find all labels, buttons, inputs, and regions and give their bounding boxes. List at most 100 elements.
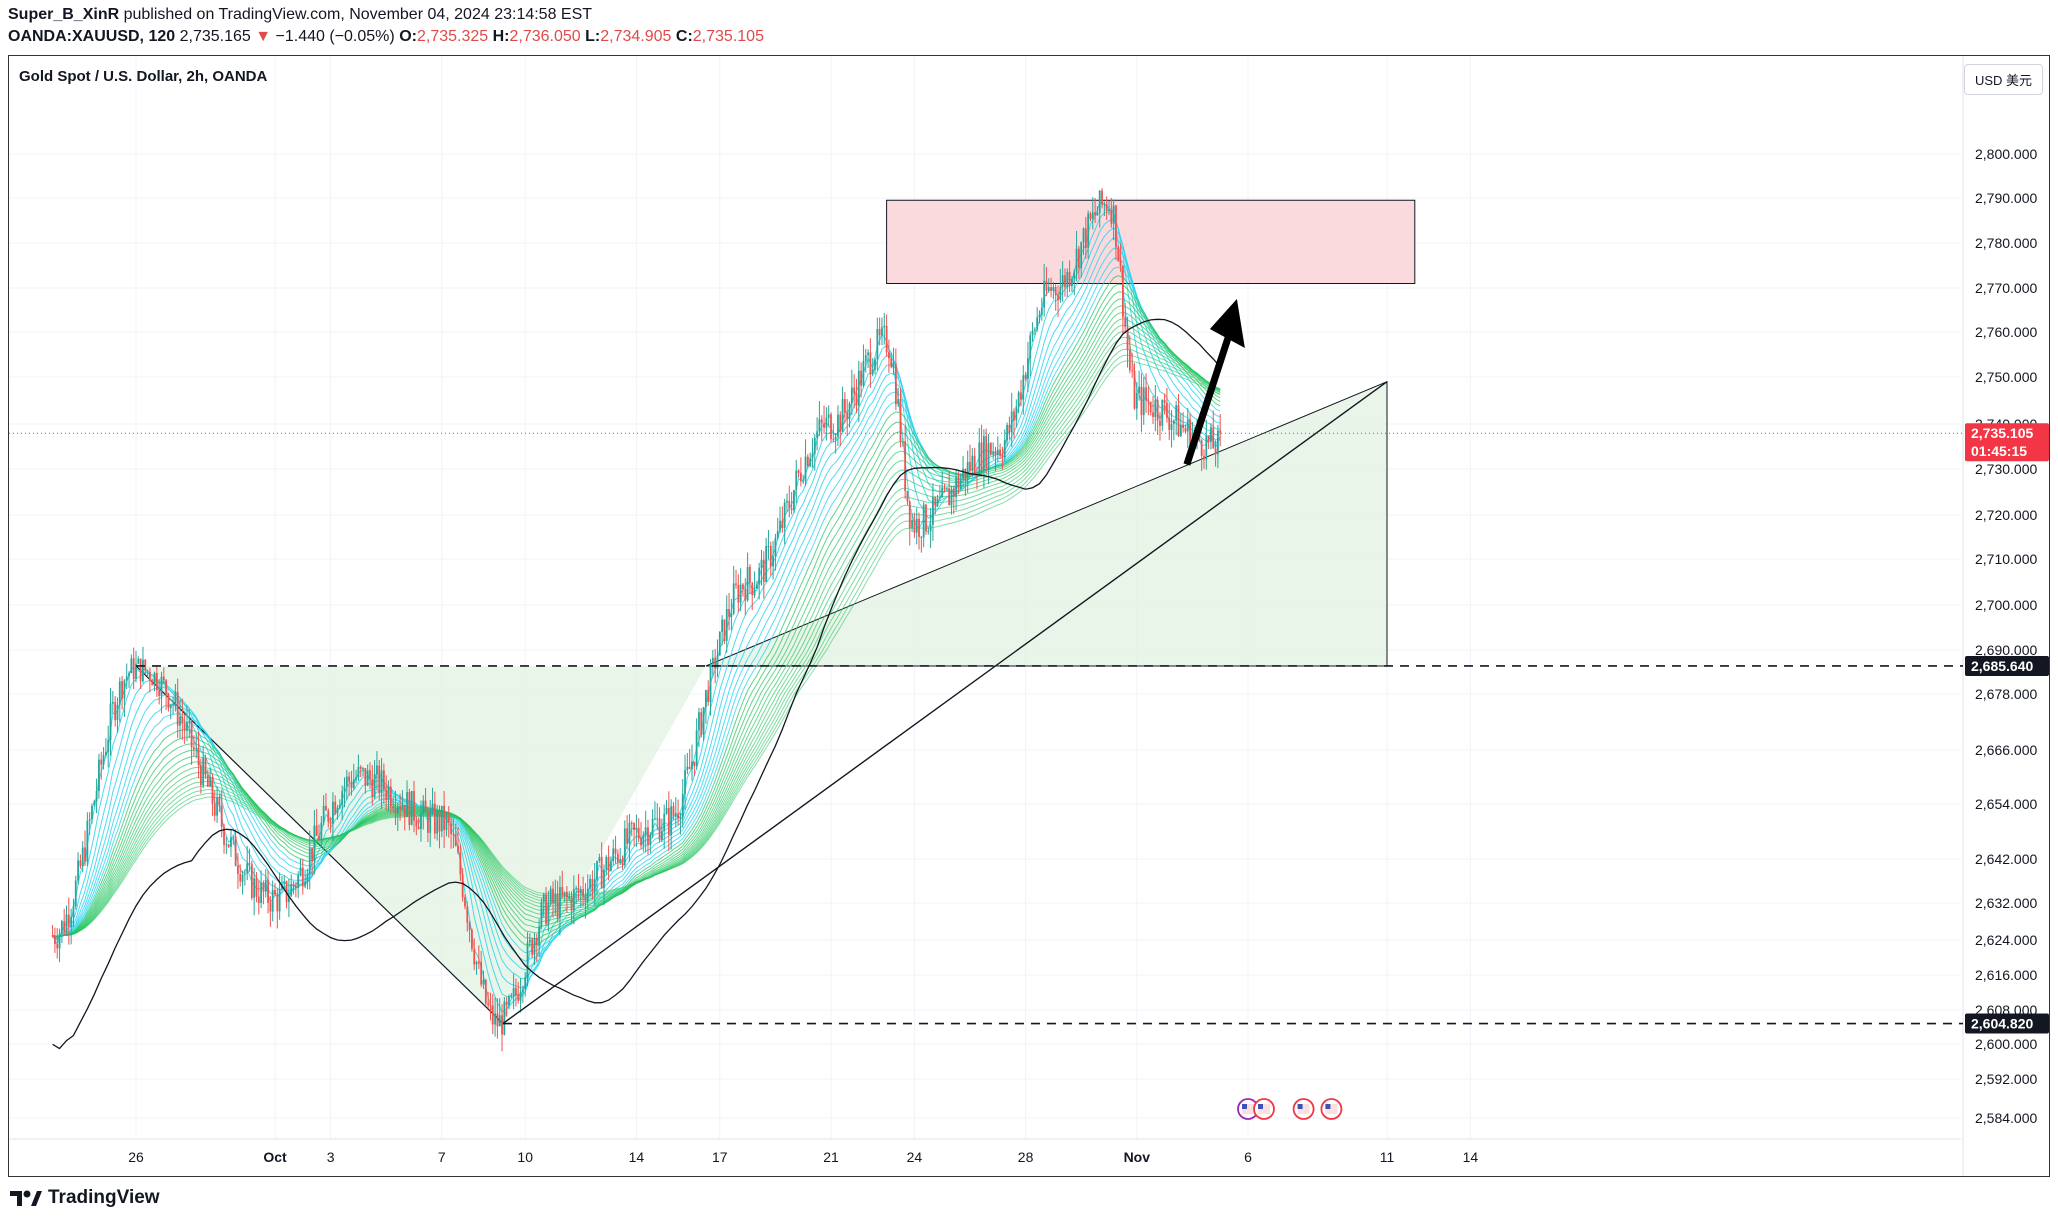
candle-body — [475, 961, 478, 965]
candle-body — [809, 458, 812, 467]
candle-body — [362, 768, 364, 770]
candle-body — [1159, 420, 1161, 426]
candle-body — [454, 834, 457, 846]
candle-body — [700, 712, 703, 735]
candle-body — [1128, 350, 1131, 371]
candle-body — [1103, 204, 1106, 206]
long-moving-average — [52, 318, 1221, 1050]
candle-body — [491, 1005, 494, 1025]
time-tick-label: 3 — [327, 1149, 335, 1165]
candle-body — [350, 781, 353, 788]
candle-body — [345, 776, 348, 787]
candle-body — [116, 704, 119, 721]
candle-body — [793, 490, 795, 510]
candle-body — [936, 498, 939, 506]
candle-body — [420, 813, 422, 830]
candle-body — [385, 789, 388, 801]
candle-body — [904, 441, 907, 491]
candle-body — [56, 944, 59, 949]
change-arrow-icon: ▼ — [255, 28, 272, 45]
currency-button[interactable]: USD 美元 — [1963, 64, 2043, 95]
candle-body — [1117, 247, 1120, 261]
candle-body — [1205, 435, 1208, 460]
candle-body — [1089, 213, 1092, 219]
candle-body — [674, 813, 677, 817]
change-value: −1.440 (−0.05%) — [275, 28, 395, 45]
candle-body — [125, 676, 128, 681]
candle-body — [93, 801, 96, 806]
time-tick-label: Nov — [1124, 1149, 1151, 1165]
candle-body — [746, 567, 749, 601]
candle-body — [440, 805, 443, 832]
candle-body — [109, 703, 112, 740]
candle-body — [415, 820, 418, 827]
candle-body — [730, 613, 733, 617]
open-value: 2,735.325 — [416, 28, 489, 45]
candle-body — [505, 1001, 508, 1006]
candle-body — [278, 888, 281, 912]
candle-body — [369, 770, 371, 780]
price-chart[interactable]: 2,584.0002,592.0002,600.0002,608.0002,61… — [9, 56, 2050, 1177]
candle-body — [765, 546, 768, 582]
candle-body — [790, 508, 793, 510]
candle-body — [1135, 393, 1138, 409]
candle-body — [987, 443, 990, 468]
candle-body — [195, 748, 198, 750]
candle-body — [702, 707, 705, 735]
candle-body — [188, 720, 191, 723]
tradingview-logo[interactable]: TradingView — [10, 1187, 160, 1209]
candle-body — [600, 856, 603, 889]
candle-body — [980, 442, 983, 471]
candle-body — [86, 820, 89, 862]
price-tick-label: 2,780.000 — [1975, 235, 2037, 251]
flag-canton — [1325, 1104, 1331, 1109]
level-price-tag: 2,604.820 — [1965, 1013, 2049, 1034]
candle-body — [1066, 271, 1069, 288]
candle-body — [429, 810, 432, 833]
candle-body — [996, 449, 999, 455]
candle-body — [739, 584, 742, 603]
candle-body — [473, 948, 476, 965]
candle-body — [1168, 417, 1171, 430]
price-tick-label: 2,666.000 — [1975, 742, 2037, 758]
candle-body — [306, 874, 309, 882]
candle-body — [783, 502, 786, 529]
author-name[interactable]: Super_B_XinR — [8, 6, 120, 23]
candle-body — [60, 921, 63, 934]
candle-body — [230, 837, 232, 847]
candle-body — [711, 657, 714, 665]
candle-body — [1154, 399, 1157, 417]
candle-body — [563, 891, 566, 896]
candle-body — [878, 329, 881, 336]
candle-body — [197, 748, 200, 766]
candle-body — [677, 813, 679, 819]
candle-body — [605, 856, 608, 870]
time-tick-label: 14 — [1463, 1149, 1479, 1165]
pattern-left-leg — [135, 665, 504, 1024]
candle-body — [1054, 286, 1057, 296]
price-tick-label: 2,760.000 — [1975, 324, 2037, 340]
candle-body — [1214, 448, 1217, 455]
candle-body — [772, 556, 774, 567]
candle-body — [246, 863, 249, 874]
candle-body — [714, 657, 717, 669]
candle-body — [823, 423, 825, 428]
candle-body — [549, 888, 552, 903]
chart-frame[interactable]: 2,584.000 2,592.000 2,600.000 2,608.000 2,61… — [8, 55, 2050, 1177]
candle-body — [1022, 375, 1025, 400]
level-price-tag-bg — [1965, 1013, 2049, 1034]
candle-body — [1149, 401, 1152, 413]
candle-body — [971, 455, 974, 471]
candle-body — [776, 530, 779, 538]
candle-body — [876, 329, 879, 360]
candle-body — [758, 567, 761, 585]
current-price-tag-text: 2,735.105 — [1971, 425, 2033, 441]
candle-body — [1182, 424, 1185, 429]
candle-body — [630, 822, 633, 824]
price-tick-label: 2,616.000 — [1975, 967, 2037, 983]
candle-body — [264, 879, 267, 892]
candle-body — [922, 504, 925, 538]
candle-body — [897, 399, 900, 405]
candle-body — [515, 987, 517, 995]
candle-body — [1091, 212, 1094, 219]
